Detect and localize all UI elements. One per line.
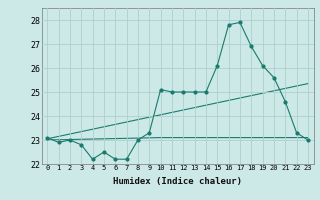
X-axis label: Humidex (Indice chaleur): Humidex (Indice chaleur) [113, 177, 242, 186]
